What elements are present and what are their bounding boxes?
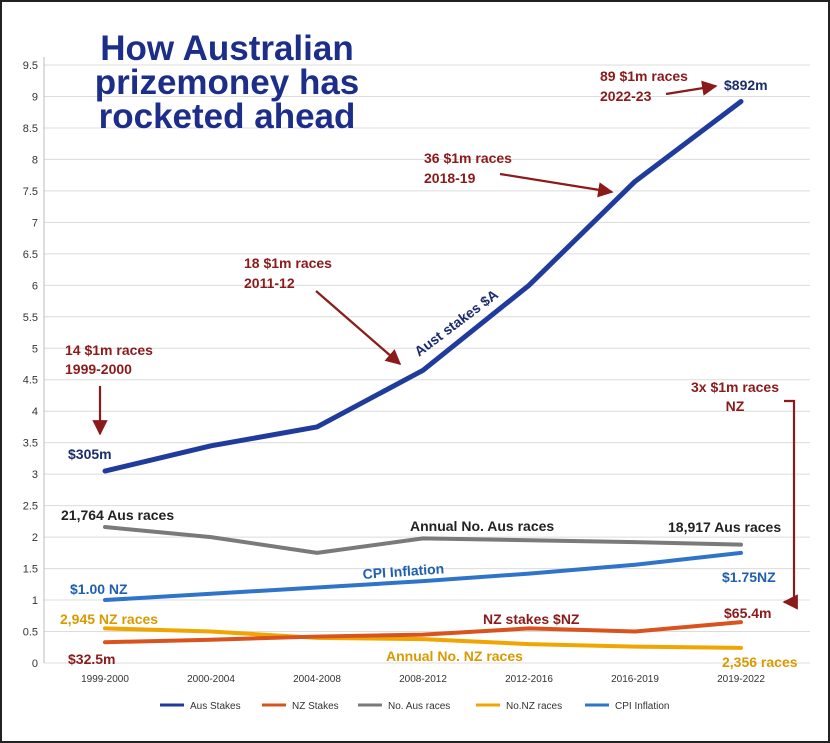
y-tick-label: 6.5 <box>23 249 38 261</box>
legend-nz-races: No.NZ races <box>476 701 562 712</box>
cpi-inflation-line <box>103 550 743 603</box>
milestone-2022-line-1: 89 $1m races <box>600 68 688 84</box>
x-tick-label: 2004-2008 <box>293 674 341 685</box>
arrow-2022 <box>665 80 718 96</box>
y-tick-label: 6 <box>32 280 38 292</box>
aus-end-value-label: $892m <box>724 77 768 93</box>
y-tick-label: 1 <box>32 595 38 607</box>
milestone-1999-line-1: 14 $1m races <box>65 342 153 358</box>
y-tick-label: 5 <box>32 343 38 355</box>
milestone-2011-line-2: 2011-12 <box>244 275 295 291</box>
nz-end-value-label: $65.4m <box>724 605 771 621</box>
aus-races-end-label: 18,917 Aus races <box>668 519 781 535</box>
y-tick-label: 8.5 <box>23 123 38 135</box>
y-tick-label: 2.5 <box>23 501 38 513</box>
arrow-2018 <box>499 172 614 198</box>
legend-label: NZ Stakes <box>292 701 339 712</box>
y-tick-label: 8 <box>32 154 38 166</box>
nz-stakes-line-label: NZ stakes $NZ <box>483 611 580 627</box>
milestone-nz-line-1: 3x $1m races <box>691 379 779 395</box>
nz-start-value-label: $32.5m <box>68 651 115 667</box>
milestone-2011-line-1: 18 $1m races <box>244 255 332 271</box>
x-tick-label: 2012-2016 <box>505 674 553 685</box>
nz-bracket-line <box>784 399 796 602</box>
y-tick-label: 0.5 <box>23 627 38 639</box>
arrow-2011 <box>315 290 402 366</box>
cpi-end-label: $1.75NZ <box>722 569 776 585</box>
x-tick-label: 2019-2022 <box>717 674 765 685</box>
aus-races-start-label: 21,764 Aus races <box>61 507 174 523</box>
y-tick-label: 3.5 <box>23 438 38 450</box>
legend-cpi-inflation: CPI Inflation <box>585 701 669 712</box>
y-tick-label: 1.5 <box>23 564 38 576</box>
x-tick-label: 2008-2012 <box>399 674 447 685</box>
nz-races-start-label: 2,945 NZ races <box>60 611 158 627</box>
y-tick-label: 3 <box>32 469 38 481</box>
x-tick-label: 2000-2004 <box>187 674 235 685</box>
aus-start-value-label: $305m <box>68 446 112 462</box>
x-tick-label: 1999-2000 <box>81 674 129 685</box>
chart-title: How Australian prizemoney has rocketed a… <box>62 29 392 136</box>
title-line-1: How Australian <box>100 29 354 68</box>
y-tick-label: 4 <box>32 406 38 418</box>
milestone-2022-line-2: 2022-23 <box>600 88 652 104</box>
legend-aus-races: No. Aus races <box>358 701 450 712</box>
legend-label: No. Aus races <box>388 701 450 712</box>
nz-races-end-label: 2,356 races <box>722 654 798 670</box>
legend-label: Aus Stakes <box>190 701 241 712</box>
milestone-2018-line-2: 2018-19 <box>424 170 476 186</box>
x-tick-label: 2016-2019 <box>611 674 659 685</box>
nz-races-line-label: Annual No. NZ races <box>386 648 523 664</box>
milestone-nz-line-2: NZ <box>726 398 745 414</box>
y-tick-label: 9 <box>32 91 38 103</box>
y-tick-label: 2 <box>32 532 38 544</box>
aus-races-line-label: Annual No. Aus races <box>410 518 554 534</box>
milestone-1999-line-2: 1999-2000 <box>65 361 132 377</box>
y-tick-label: 5.5 <box>23 312 38 324</box>
milestone-2018-line-1: 36 $1m races <box>424 150 512 166</box>
nz-stakes-line <box>103 620 743 645</box>
nz-races-line <box>103 626 743 650</box>
legend-label: CPI Inflation <box>615 701 669 712</box>
cpi-start-label: $1.00 NZ <box>70 581 128 597</box>
legend-aus-stakes: Aus Stakes <box>160 701 241 712</box>
y-tick-label: 9.5 <box>23 60 38 72</box>
y-tick-label: 7.5 <box>23 186 38 198</box>
cpi-line-label: CPI Inflation <box>362 560 445 582</box>
legend-nz-stakes: NZ Stakes <box>262 701 339 712</box>
y-tick-label: 4.5 <box>23 375 38 387</box>
y-tick-label: 7 <box>32 217 38 229</box>
y-tick-label: 0 <box>32 658 38 670</box>
aus-races-line <box>103 525 743 555</box>
title-line-3: rocketed ahead <box>98 97 356 136</box>
legend-label: No.NZ races <box>506 701 562 712</box>
aus-stakes-line <box>102 99 744 474</box>
title-line-2: prizemoney has <box>94 63 360 102</box>
